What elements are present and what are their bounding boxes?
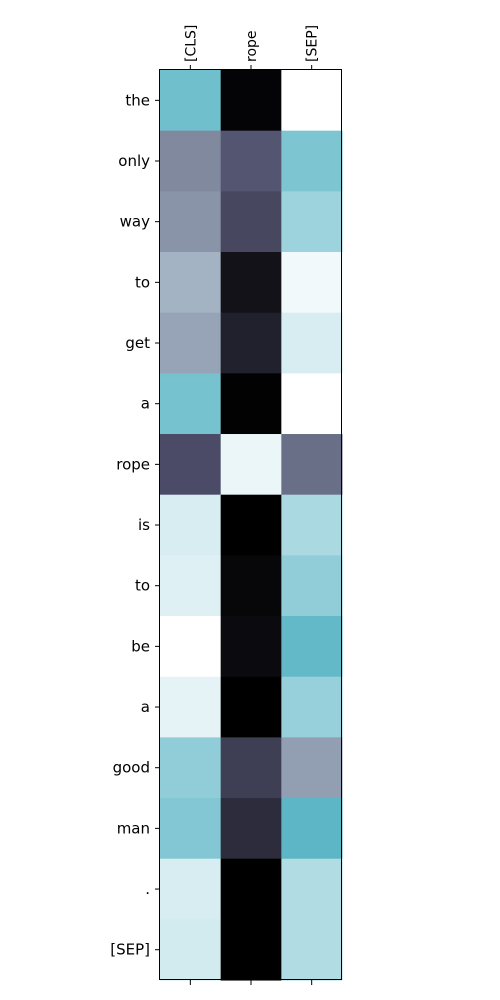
heatmap-cell bbox=[281, 312, 343, 374]
heatmap-cell bbox=[220, 252, 282, 314]
plot-frame bbox=[159, 69, 342, 980]
heatmap-cell bbox=[220, 798, 282, 860]
y-tick-label: is bbox=[138, 516, 150, 534]
heatmap-cell bbox=[160, 616, 222, 678]
y-tick-label: rope bbox=[116, 455, 150, 473]
heatmap-cell bbox=[281, 434, 343, 496]
heatmap-cell bbox=[160, 312, 222, 374]
heatmap-cell bbox=[220, 373, 282, 435]
heatmap-cell bbox=[220, 919, 282, 981]
heatmap-cells bbox=[160, 70, 343, 981]
heatmap-cell bbox=[281, 130, 343, 192]
heatmap-cell bbox=[281, 676, 343, 738]
y-tick-label: [SEP] bbox=[110, 941, 150, 959]
heatmap-cell bbox=[160, 919, 222, 981]
x-tick-label: [CLS] bbox=[183, 25, 199, 62]
y-tick-label: good bbox=[113, 759, 150, 777]
x-tick-label: rope bbox=[244, 30, 260, 62]
heatmap-cell bbox=[160, 130, 222, 192]
x-axis-ticks: [CLS] rope [SEP] bbox=[183, 25, 321, 985]
heatmap-cell bbox=[220, 737, 282, 799]
y-tick-label: only bbox=[118, 152, 150, 170]
heatmap-cell bbox=[220, 555, 282, 617]
heatmap-cell bbox=[160, 737, 222, 799]
heatmap-cell bbox=[160, 373, 222, 435]
heatmap-cell bbox=[281, 616, 343, 678]
heatmap-cell bbox=[281, 494, 343, 556]
heatmap-cell bbox=[160, 798, 222, 860]
heatmap-cell bbox=[220, 434, 282, 496]
heatmap-cell bbox=[160, 555, 222, 617]
heatmap-cell bbox=[160, 858, 222, 920]
heatmap-cell bbox=[220, 312, 282, 374]
heatmap-cell bbox=[220, 70, 282, 132]
y-tick-label: a bbox=[141, 395, 150, 413]
x-tick-label: [SEP] bbox=[305, 25, 321, 62]
heatmap-cell bbox=[160, 252, 222, 314]
heatmap-cell bbox=[220, 676, 282, 738]
heatmap-cell bbox=[160, 676, 222, 738]
y-tick-label: be bbox=[131, 637, 150, 655]
heatmap-cell bbox=[281, 919, 343, 981]
y-axis-ticks: the only way to get a rope is to be a good man. [SEP] bbox=[110, 91, 160, 959]
y-tick-label: . bbox=[145, 880, 150, 898]
heatmap-cell bbox=[281, 373, 343, 435]
y-tick-label: the bbox=[125, 91, 150, 109]
heatmap-cell bbox=[281, 555, 343, 617]
y-tick-label: a bbox=[141, 698, 150, 716]
heatmap-cell bbox=[160, 191, 222, 253]
heatmap-cell bbox=[220, 858, 282, 920]
y-tick-label: to bbox=[135, 577, 150, 595]
heatmap-cell bbox=[220, 494, 282, 556]
y-tick-label: get bbox=[125, 334, 150, 352]
heatmap-cell bbox=[281, 737, 343, 799]
heatmap-cell bbox=[281, 858, 343, 920]
heatmap-cell bbox=[160, 70, 222, 132]
heatmap-cell bbox=[281, 70, 343, 132]
heatmap-cell bbox=[160, 434, 222, 496]
heatmap-cell bbox=[281, 798, 343, 860]
heatmap-cell bbox=[281, 191, 343, 253]
heatmap-cell bbox=[220, 130, 282, 192]
heatmap-cell bbox=[220, 616, 282, 678]
heatmap-cell bbox=[160, 494, 222, 556]
y-tick-label: man bbox=[117, 819, 150, 837]
heatmap-cell bbox=[220, 191, 282, 253]
heatmap-cell bbox=[281, 252, 343, 314]
y-tick-label: to bbox=[135, 273, 150, 291]
y-tick-label: way bbox=[120, 213, 150, 231]
